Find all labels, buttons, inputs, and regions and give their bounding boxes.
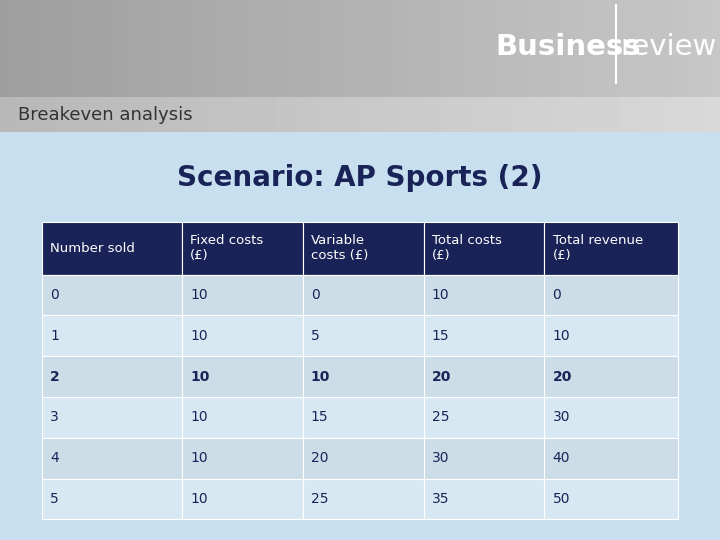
FancyBboxPatch shape <box>544 397 678 438</box>
FancyBboxPatch shape <box>423 478 544 519</box>
Text: 20: 20 <box>432 369 451 383</box>
FancyBboxPatch shape <box>544 222 678 274</box>
FancyBboxPatch shape <box>544 274 678 315</box>
FancyBboxPatch shape <box>302 397 423 438</box>
Text: 20: 20 <box>553 369 572 383</box>
FancyBboxPatch shape <box>423 274 544 315</box>
FancyBboxPatch shape <box>302 478 423 519</box>
FancyBboxPatch shape <box>42 274 182 315</box>
Text: 25: 25 <box>311 492 328 506</box>
Text: 10: 10 <box>311 369 330 383</box>
FancyBboxPatch shape <box>182 478 302 519</box>
FancyBboxPatch shape <box>423 222 544 274</box>
FancyBboxPatch shape <box>42 397 182 438</box>
FancyBboxPatch shape <box>42 438 182 478</box>
Text: 10: 10 <box>432 288 449 302</box>
Text: 4: 4 <box>50 451 59 465</box>
Text: Fixed costs
(£): Fixed costs (£) <box>190 234 264 262</box>
Text: 30: 30 <box>432 451 449 465</box>
Text: 10: 10 <box>190 329 207 343</box>
Text: 3: 3 <box>50 410 59 424</box>
Text: 25: 25 <box>432 410 449 424</box>
FancyBboxPatch shape <box>544 438 678 478</box>
FancyBboxPatch shape <box>182 222 302 274</box>
Text: Business: Business <box>495 32 641 60</box>
FancyBboxPatch shape <box>302 222 423 274</box>
FancyBboxPatch shape <box>182 315 302 356</box>
FancyBboxPatch shape <box>423 356 544 397</box>
Text: 0: 0 <box>553 288 562 302</box>
FancyBboxPatch shape <box>182 397 302 438</box>
FancyBboxPatch shape <box>42 222 182 274</box>
Text: 0: 0 <box>311 288 320 302</box>
Text: 10: 10 <box>190 288 207 302</box>
Text: Breakeven analysis: Breakeven analysis <box>18 106 193 124</box>
Text: 50: 50 <box>553 492 570 506</box>
Text: Variable
costs (£): Variable costs (£) <box>311 234 368 262</box>
FancyBboxPatch shape <box>42 478 182 519</box>
Text: 1: 1 <box>50 329 59 343</box>
Text: 10: 10 <box>553 329 570 343</box>
Text: review: review <box>621 32 717 60</box>
FancyBboxPatch shape <box>544 478 678 519</box>
Text: 0: 0 <box>50 288 59 302</box>
Text: 10: 10 <box>190 451 207 465</box>
FancyBboxPatch shape <box>544 315 678 356</box>
Text: Total revenue
(£): Total revenue (£) <box>553 234 643 262</box>
Text: 30: 30 <box>553 410 570 424</box>
Text: 2: 2 <box>50 369 60 383</box>
FancyBboxPatch shape <box>302 356 423 397</box>
FancyBboxPatch shape <box>182 438 302 478</box>
Text: 10: 10 <box>190 410 207 424</box>
FancyBboxPatch shape <box>42 356 182 397</box>
FancyBboxPatch shape <box>302 315 423 356</box>
Text: 5: 5 <box>50 492 59 506</box>
Text: 10: 10 <box>190 492 207 506</box>
Text: 35: 35 <box>432 492 449 506</box>
Text: 10: 10 <box>190 369 210 383</box>
FancyBboxPatch shape <box>302 438 423 478</box>
Text: Number sold: Number sold <box>50 242 135 255</box>
FancyBboxPatch shape <box>423 438 544 478</box>
FancyBboxPatch shape <box>302 274 423 315</box>
Text: Scenario: AP Sports (2): Scenario: AP Sports (2) <box>177 164 543 192</box>
FancyBboxPatch shape <box>182 274 302 315</box>
Text: 15: 15 <box>311 410 328 424</box>
Text: 5: 5 <box>311 329 320 343</box>
FancyBboxPatch shape <box>544 356 678 397</box>
FancyBboxPatch shape <box>423 315 544 356</box>
FancyBboxPatch shape <box>182 356 302 397</box>
FancyBboxPatch shape <box>42 315 182 356</box>
Text: 40: 40 <box>553 451 570 465</box>
Text: 15: 15 <box>432 329 449 343</box>
Text: Total costs
(£): Total costs (£) <box>432 234 502 262</box>
Text: 20: 20 <box>311 451 328 465</box>
FancyBboxPatch shape <box>423 397 544 438</box>
